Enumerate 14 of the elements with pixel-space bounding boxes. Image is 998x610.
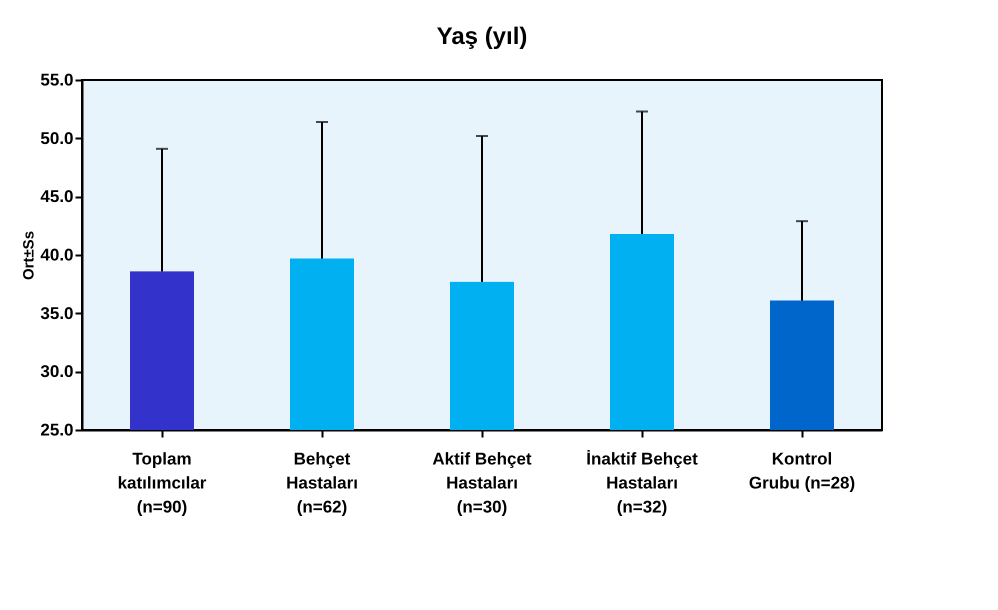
x-tick-label: Aktif Behçet Hastaları (n=30) [432, 450, 532, 516]
chart-title: Yaş (yıl) [436, 23, 528, 50]
y-axis-title: Ort±Ss [20, 230, 38, 280]
y-tick-label: 35.0 [40, 304, 74, 323]
x-tick-label: Behçet Hastaları (n=62) [286, 450, 358, 516]
y-tick-label: 40.0 [40, 246, 74, 264]
y-tick-label: 45.0 [40, 187, 74, 206]
x-tick-label: Kontrol Grubu (n=28) [748, 450, 856, 492]
y-tick-label: 55.0 [40, 70, 74, 90]
x-tick-label: Toplam katılımcılar (n=90) [118, 450, 207, 516]
x-tick-label: İnaktif Behçet Hastaları (n=32) [586, 450, 698, 516]
y-tick-label: 50.0 [40, 128, 74, 148]
y-tick-label: 25.0 [40, 420, 74, 440]
y-tick-label: 30.0 [40, 362, 74, 382]
